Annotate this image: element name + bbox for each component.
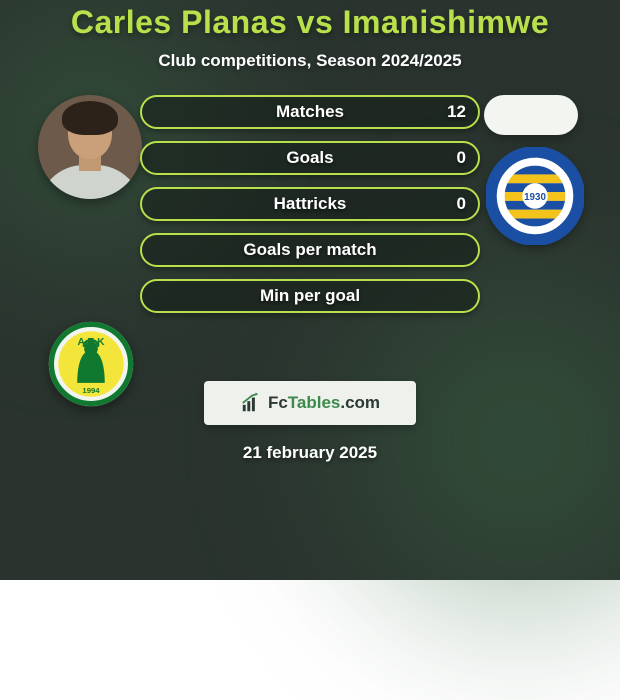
player2-club-badge: ΑΘΛΗΤΙΚΗ ΕΝΩΣΗ ΛΕΜΕΣΟΥ (486, 147, 584, 245)
comparison-row: A E K 1994 Matches 12 Goals (0, 95, 620, 355)
bar-gpm-label: Goals per match (243, 240, 376, 260)
bar-mpg-label: Min per goal (260, 286, 360, 306)
chart-icon (240, 392, 262, 414)
bar-hattricks-label: Hattricks (274, 194, 347, 214)
player1-club-year: 1994 (82, 386, 100, 395)
bar-matches-label: Matches (276, 102, 344, 122)
bar-gpm: Goals per match (140, 233, 480, 267)
player1-club-badge: A E K 1994 (48, 321, 134, 407)
player2-club-year: 1930 (524, 192, 546, 203)
page-title: Carles Planas vs Imanishimwe (71, 4, 549, 41)
bar-goals: Goals 0 (140, 141, 480, 175)
left-player-column: A E K 1994 (30, 95, 150, 355)
bar-goals-right: 0 (457, 148, 466, 168)
right-player-column: ΑΘΛΗΤΙΚΗ ΕΝΩΣΗ ΛΕΜΕΣΟΥ (470, 95, 590, 355)
bar-mpg: Min per goal (140, 279, 480, 313)
bar-hattricks: Hattricks 0 (140, 187, 480, 221)
bar-goals-label: Goals (286, 148, 333, 168)
bar-hattricks-right: 0 (457, 194, 466, 214)
player2-avatar-placeholder (484, 95, 578, 135)
bar-matches-right: 12 (447, 102, 466, 122)
stat-bars: Matches 12 Goals 0 Hattricks 0 (140, 95, 480, 313)
fctables-logo: FcTables.com (204, 381, 416, 425)
subtitle: Club competitions, Season 2024/2025 (158, 51, 461, 71)
player1-avatar (38, 95, 142, 199)
fctables-logo-text: FcTables.com (268, 393, 380, 413)
date-label: 21 february 2025 (243, 443, 377, 463)
bar-matches: Matches 12 (140, 95, 480, 129)
